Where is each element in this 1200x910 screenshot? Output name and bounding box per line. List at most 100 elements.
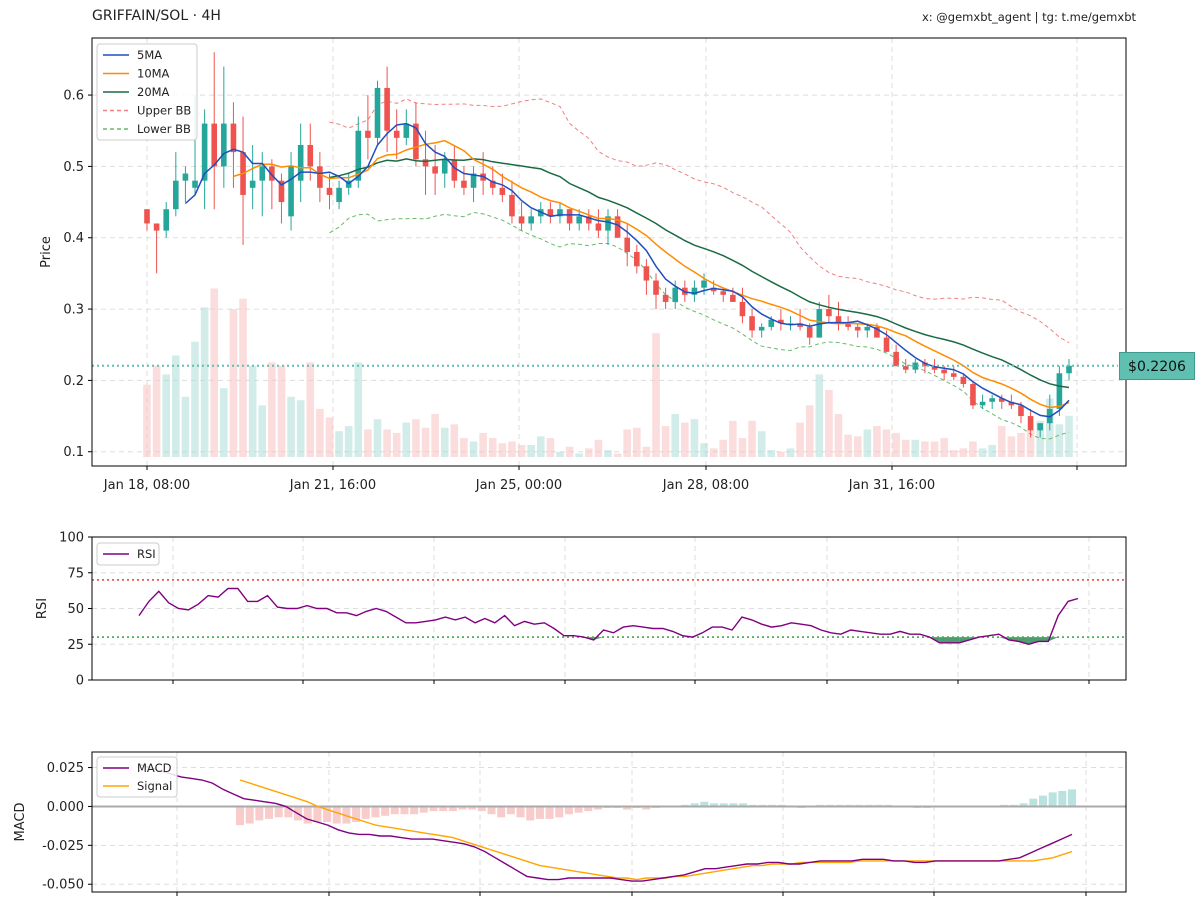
macd-legend [96,756,178,798]
volume-bar [834,414,843,457]
volume-bar [853,436,862,457]
volume-bar [373,419,382,457]
macd-histogram-bar [410,806,419,815]
volume-bar [248,365,257,457]
legend-label: MACD [137,761,172,775]
candle [691,287,698,295]
volume-bar [536,436,545,457]
macd-panel [91,751,1127,893]
macd-histogram-bar [710,803,719,807]
volume-bar [191,341,199,457]
macd-histogram-bar [313,806,322,822]
candle [201,123,208,181]
candle [595,223,602,231]
volume-bar [652,333,660,457]
macd-histogram-bar [574,806,583,813]
macd-histogram-bar [361,806,370,819]
candle [902,366,909,370]
volume-bar [258,405,267,457]
volume-bar [162,374,171,457]
macd-histogram-bar [1029,798,1038,807]
volume-bar [969,441,977,457]
volume-bar [440,427,449,457]
volume-bar [901,439,910,457]
volume-bar [930,441,939,457]
volume-bar [767,450,776,457]
candle [413,123,419,160]
volume-bar [700,443,708,457]
y-tick-label: -0.050 [42,878,84,893]
macd-histogram-bar [642,806,651,810]
candle [317,166,323,188]
volume-bar [277,365,286,457]
macd-histogram-bar [526,806,535,821]
upper-bb-line [329,98,1070,344]
x-tick-label: Jan 31, 16:00 [848,478,935,493]
candle [941,369,947,374]
credit-text: x: @gemxbt_agent | tg: t.me/gemxbt [921,10,1136,24]
macd-histogram-bar [555,806,564,818]
macd-histogram-bar [342,806,351,824]
volume-bar [978,448,987,457]
candle [643,266,650,281]
volume-bar [604,450,612,457]
macd-histogram-bar [700,801,709,807]
volume-bar [863,429,872,457]
candle [470,173,477,188]
y-tick-label: 0.4 [63,231,84,246]
candle [384,87,390,131]
volume-bar [344,426,353,457]
macd-histogram-bar [458,806,467,810]
volume-bar [757,431,766,457]
candle [461,180,467,188]
candle [489,180,496,188]
macd-histogram-bar [622,806,631,810]
volume-bar [911,439,920,457]
candle [297,145,304,181]
rsi-line [138,587,1079,646]
candle [192,180,198,188]
macd-histogram-bar [1068,789,1076,807]
macd-axis-label: MACD [13,803,28,842]
volume-bar [325,417,334,457]
candle [336,187,342,203]
candle [1056,373,1063,409]
candle [509,194,515,217]
candle [701,280,707,288]
candle [1066,365,1072,374]
volume-bar [1065,415,1073,457]
volume-bar [671,414,680,457]
last-price-tag: $0.2206 [1119,352,1195,380]
macd-histogram-bar [303,806,312,824]
legend-label: 5MA [137,48,162,62]
macd-histogram-bar [487,806,496,815]
volume-bar [210,288,219,457]
volume-bar [287,396,295,457]
oversold-fill [1028,637,1039,645]
volume-bar [412,419,420,457]
candle [1008,401,1015,406]
volume-bar [431,414,439,457]
legend-label: 10MA [137,67,170,81]
candle [912,362,919,370]
rsi-axis-label: RSI [35,598,50,619]
y-tick-label: 75 [67,566,84,581]
candle [403,123,410,138]
volume-bar [623,429,632,457]
macd-histogram-bar [593,806,602,810]
macd-histogram-bar [516,806,525,818]
legend-label: RSI [137,547,156,561]
volume-bar [613,453,622,457]
volume-bar [949,450,958,457]
candle [163,209,170,231]
macd-histogram-bar [1038,795,1047,807]
macd-histogram-bar [1048,792,1057,807]
macd-line [138,763,1073,882]
volume-bar [239,298,247,457]
candle [355,130,362,181]
candle [854,326,861,331]
macd-histogram-bar [690,803,699,807]
oversold-fill [949,637,960,643]
lower-bb-line [329,211,1070,440]
x-tick-label: Jan 21, 16:00 [289,478,376,493]
